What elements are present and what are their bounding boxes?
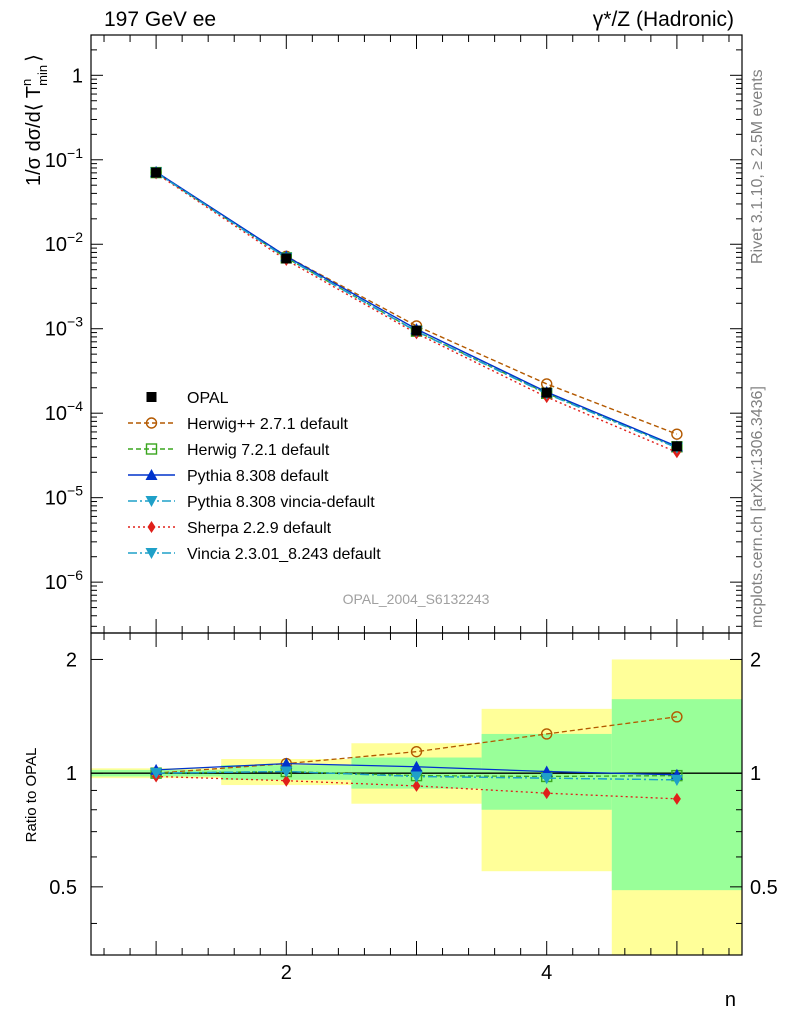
main-ytick-exp-4: −4 bbox=[67, 398, 83, 414]
ratio-series-0-point-2 bbox=[410, 745, 423, 758]
main-ytick-label-3: 10−3 bbox=[45, 314, 83, 341]
legend-label-3: Pythia 8.308 vincia-default bbox=[187, 494, 375, 511]
xtick-label-1: 4 bbox=[541, 962, 552, 984]
ratio-ytick-label-left-2: 0.5 bbox=[49, 877, 77, 899]
ratio-series-5-point-1 bbox=[280, 766, 293, 778]
main-series-line-4 bbox=[155, 172, 678, 453]
main-series-line-1 bbox=[155, 172, 678, 448]
main-y-axis-label-text: 1/σ dσ/d⟨ T bbox=[23, 86, 45, 186]
legend-label-4: Sherpa 2.2.9 default bbox=[187, 520, 332, 537]
ratio-series-0-point-3 bbox=[541, 728, 553, 740]
main-series-layer bbox=[150, 165, 683, 459]
legend-label-opal: OPAL bbox=[187, 390, 229, 407]
main-ytick-label-5: 10−5 bbox=[45, 483, 83, 510]
main-reference-layer bbox=[151, 167, 682, 452]
ratio-series-2-point-1 bbox=[280, 757, 293, 769]
rivet-label: Rivet 3.1.10, ≥ 2.5M events bbox=[749, 69, 766, 264]
legend-marker-1 bbox=[145, 443, 158, 455]
right-title: γ*/Z (Hadronic) bbox=[593, 8, 734, 31]
legend-label-1: Herwig 7.2.1 default bbox=[187, 442, 330, 459]
legend-marker-5 bbox=[145, 548, 158, 559]
main-ytick-base-6: 10 bbox=[45, 572, 67, 594]
main-series-line-5 bbox=[155, 172, 678, 449]
ratio-ytick-label-left-0: 2 bbox=[66, 649, 77, 671]
ratio-ytick-label-right-1: 1 bbox=[750, 763, 761, 785]
main-y-axis-label-close: ⟩ bbox=[23, 54, 45, 62]
ratio-ytick-label-right-2: 0.5 bbox=[750, 877, 778, 899]
ratio-y-axis-label: Ratio to OPAL bbox=[23, 748, 40, 843]
main-ytick-exp-1: −1 bbox=[67, 145, 83, 161]
legend-label-5: Vincia 2.3.01_8.243 default bbox=[187, 546, 381, 563]
main-series-0-point-4 bbox=[671, 428, 683, 440]
legend-label-0: Herwig++ 2.7.1 default bbox=[187, 416, 349, 433]
main-ytick-label-1: 10−1 bbox=[45, 145, 83, 172]
main-y-axis-label: 1/σ dσ/d⟨ Tnmin ⟩ bbox=[19, 54, 50, 186]
main-series-line-3 bbox=[155, 172, 678, 449]
opal-point-3 bbox=[541, 387, 552, 398]
ratio-series-4-point-1 bbox=[282, 774, 291, 787]
opal-point-1 bbox=[281, 253, 292, 264]
main-y-axis-label-sup: n bbox=[19, 79, 34, 86]
main-ytick-label-0: 1 bbox=[72, 65, 83, 87]
main-series-line-2 bbox=[155, 171, 678, 448]
x-axis-label: n bbox=[725, 989, 736, 1011]
ratio-series-4-point-3 bbox=[542, 787, 551, 800]
legend-marker-4 bbox=[147, 521, 156, 533]
ratio-series-2-point-2 bbox=[410, 760, 423, 772]
opal-point-4 bbox=[671, 441, 682, 452]
main-series-line-0 bbox=[155, 172, 678, 435]
main-ytick-base-3: 10 bbox=[45, 319, 67, 341]
legend-marker-0 bbox=[145, 417, 158, 429]
ratio-series-4-point-2 bbox=[412, 779, 421, 792]
opal-point-0 bbox=[151, 167, 162, 178]
mcplots-label: mcplots.cern.ch [arXiv:1306.3436] bbox=[749, 386, 766, 628]
main-ytick-base-2: 10 bbox=[45, 234, 67, 256]
main-ytick-base-5: 10 bbox=[45, 488, 67, 510]
main-ytick-exp-6: −6 bbox=[67, 567, 83, 583]
main-ytick-base-4: 10 bbox=[45, 403, 67, 425]
ratio-series-0-point-4 bbox=[671, 711, 683, 723]
analysis-label: OPAL_2004_S6132243 bbox=[343, 591, 490, 607]
main-ytick-exp-5: −5 bbox=[67, 483, 83, 499]
main-ytick-label-4: 10−4 bbox=[45, 398, 83, 425]
ratio-ytick-label-right-0: 2 bbox=[750, 649, 761, 671]
main-y-axis-label-sub: min bbox=[35, 65, 50, 86]
main-ytick-label-6: 10−6 bbox=[45, 567, 83, 594]
ratio-series-5-point-2 bbox=[410, 771, 423, 783]
ratio-bands bbox=[91, 659, 742, 955]
legend-marker-2 bbox=[145, 469, 158, 480]
legend-marker-opal bbox=[146, 392, 157, 402]
axes-layer: 110−110−210−310−410−510−62 21 10.5 0.52 4 bbox=[45, 34, 778, 984]
ratio-series-5-point-0 bbox=[150, 768, 163, 780]
ratio-series-4-point-4 bbox=[672, 792, 681, 805]
legend: OPAL Herwig++ 2.7.1 default Herwig 7.2.1 d… bbox=[128, 390, 381, 563]
main-ytick-exp-3: −3 bbox=[67, 314, 83, 330]
opal-point-2 bbox=[411, 325, 422, 336]
main-ytick-exp-2: −2 bbox=[67, 229, 83, 245]
xtick-label-0: 2 bbox=[281, 962, 292, 984]
ratio-series-line-0 bbox=[156, 716, 677, 774]
ratio-series-5-point-3 bbox=[540, 773, 553, 785]
ratio-series-5-point-4 bbox=[670, 774, 683, 786]
legend-marker-3 bbox=[145, 496, 158, 507]
left-title: 197 GeV ee bbox=[104, 8, 216, 31]
legend-label-2: Pythia 8.308 default bbox=[187, 468, 329, 485]
main-ytick-base-1: 10 bbox=[45, 150, 67, 172]
ratio-series-layer bbox=[150, 711, 683, 805]
main-ytick-label-2: 10−2 bbox=[45, 229, 83, 256]
ratio-ytick-label-left-1: 1 bbox=[66, 763, 77, 785]
